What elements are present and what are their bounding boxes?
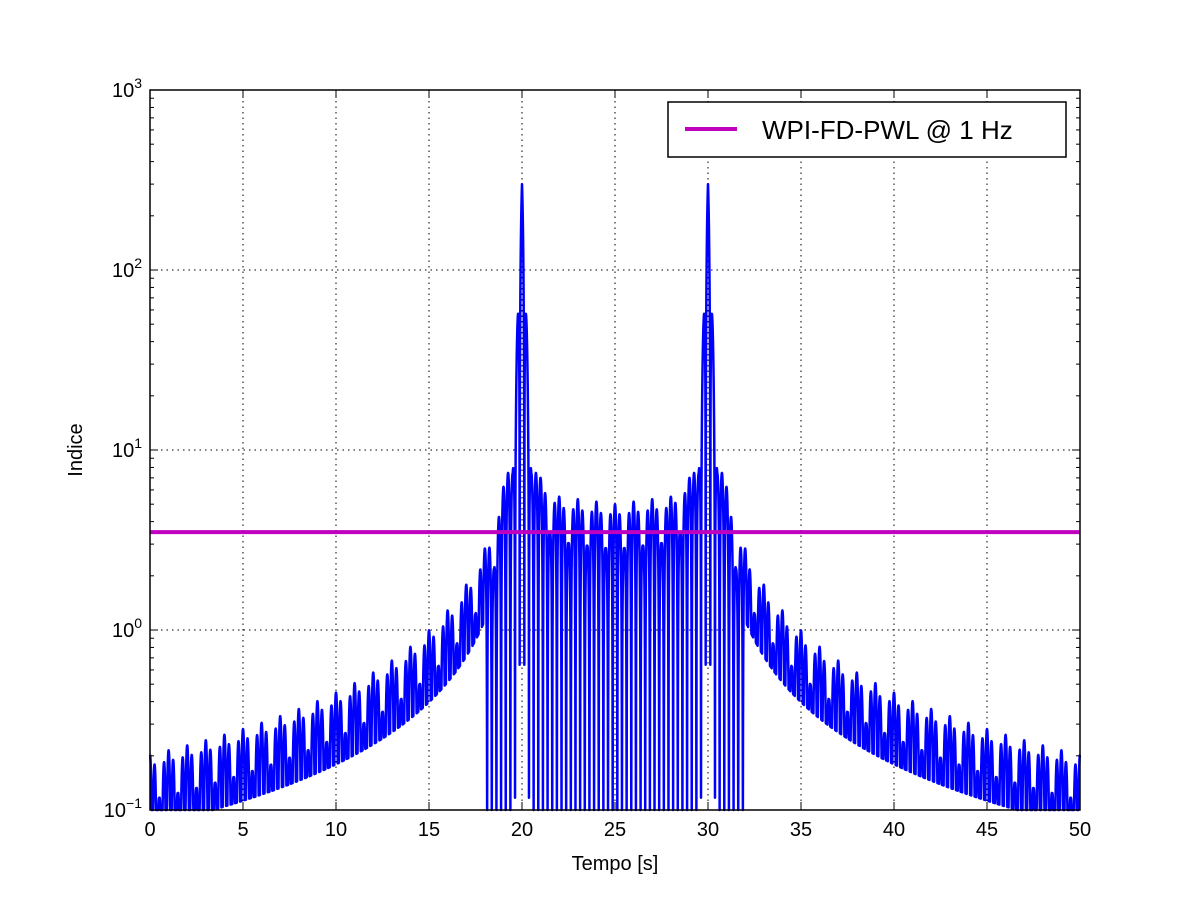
- x-tick-labels: 0 5 10 15 20 25 30 35 40 45 50: [144, 819, 1091, 841]
- x-tick-label: 35: [790, 819, 812, 841]
- x-tick-label: 0: [144, 819, 155, 841]
- x-tick-label: 45: [976, 819, 998, 841]
- x-tick-label: 40: [883, 819, 905, 841]
- grid-lines: [150, 90, 1080, 810]
- y-tick-label: 102: [112, 255, 142, 282]
- x-tick-label: 20: [511, 819, 533, 841]
- signal-line: [148, 182, 1082, 812]
- legend: WPI-FD-PWL @ 1 Hz: [667, 101, 1067, 158]
- axis-ticks: [149, 89, 1081, 811]
- x-tick-label: 15: [418, 819, 440, 841]
- y-tick-label: 100: [112, 615, 142, 642]
- y-tick-labels: 10−1 100 101 102 103: [104, 75, 142, 822]
- y-axis-label: Indice: [65, 423, 87, 476]
- signal-series: [148, 182, 1082, 812]
- legend-label: WPI-FD-PWL @ 1 Hz: [762, 115, 1013, 145]
- x-tick-label: 50: [1069, 819, 1091, 841]
- x-tick-label: 25: [604, 819, 626, 841]
- x-tick-label: 10: [325, 819, 347, 841]
- y-tick-label: 101: [112, 435, 142, 462]
- x-tick-label: 30: [697, 819, 719, 841]
- x-tick-label: 5: [237, 819, 248, 841]
- y-tick-label: 103: [112, 75, 142, 102]
- y-tick-label: 10−1: [104, 795, 142, 822]
- x-axis-label: Tempo [s]: [572, 853, 659, 875]
